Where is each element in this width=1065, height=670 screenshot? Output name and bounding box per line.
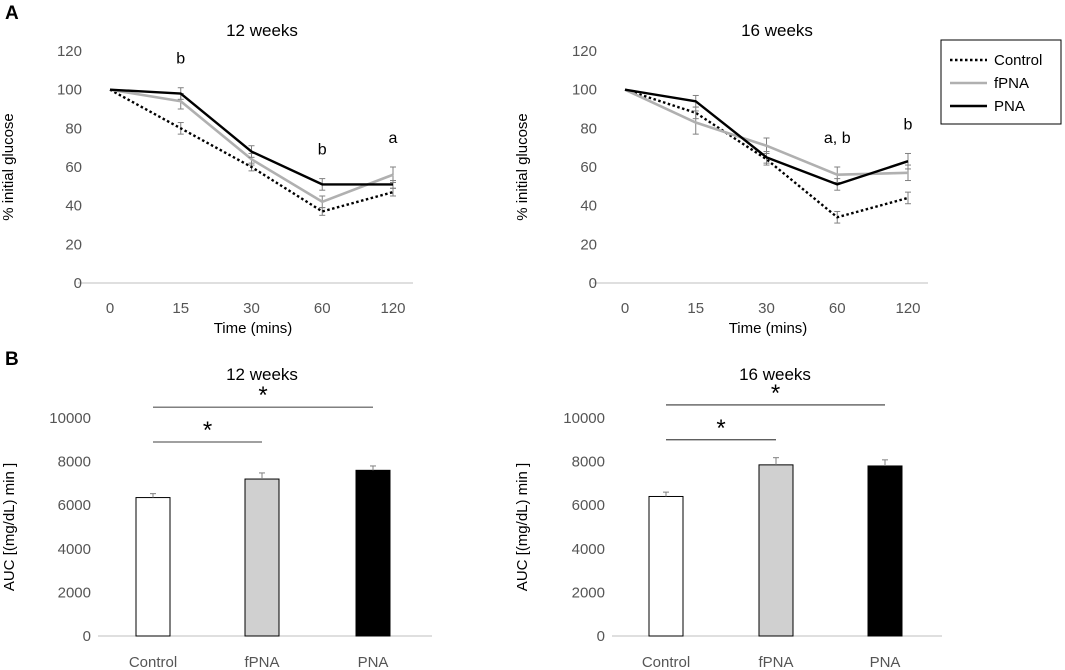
x-tick-label: 120 xyxy=(380,300,405,317)
error-bar xyxy=(663,491,669,497)
y-axis-title: AUC [(mg/dL) min ] xyxy=(1,463,18,591)
x-tick-label: 15 xyxy=(687,300,704,317)
y-tick-label: 100 xyxy=(572,82,597,99)
x-tick-label: 60 xyxy=(829,300,846,317)
error-bar xyxy=(882,459,888,466)
x-tick-label: 30 xyxy=(243,300,260,317)
bar-control xyxy=(648,495,684,637)
x-axis-title: Time (mins) xyxy=(214,320,293,337)
bar-chart-12-weeks: 12 weeks 0 2000 4000 6000 8000 10000 AUC [(mg/d… xyxy=(1,365,432,670)
series-line-pna xyxy=(624,88,909,186)
chart-title: 16 weeks xyxy=(739,365,811,384)
y-tick-label: 6000 xyxy=(572,497,605,514)
significance-label: b xyxy=(176,51,185,68)
legend-label-fpna: fPNA xyxy=(994,75,1029,92)
line-chart-16-weeks: 16 weeks 0 20 40 60 80 100 120 0 15 30 60 120 Time (m… xyxy=(514,21,928,337)
y-tick-label: 4000 xyxy=(58,541,91,558)
x-tick-label: PNA xyxy=(870,654,901,670)
y-tick-label: 20 xyxy=(65,236,82,253)
series-line-control xyxy=(109,88,394,213)
significance-label: a, b xyxy=(824,130,851,147)
significance-star: * xyxy=(258,382,267,409)
x-tick-label: Control xyxy=(642,654,690,670)
y-tick-label: 60 xyxy=(65,159,82,176)
error-bar xyxy=(259,472,265,480)
line-chart-12-weeks: 12 weeks 0 20 40 60 80 100 120 0 15 30 60 120 Time (m… xyxy=(0,21,413,337)
x-tick-label: 30 xyxy=(758,300,775,317)
x-tick-label: 60 xyxy=(314,300,331,317)
y-tick-label: 10000 xyxy=(49,410,91,427)
y-tick-label: 20 xyxy=(580,236,597,253)
y-tick-label: 60 xyxy=(580,159,597,176)
y-axis-title: % initial glucose xyxy=(0,113,17,221)
chart-title: 12 weeks xyxy=(226,21,298,40)
significance-label: b xyxy=(904,116,913,133)
x-tick-label: 15 xyxy=(172,300,189,317)
y-axis-title: AUC [(mg/dL) min ] xyxy=(514,463,531,591)
x-tick-label: fPNA xyxy=(244,654,279,670)
bar-fpna xyxy=(758,464,794,637)
bar-fpna xyxy=(244,478,280,637)
bar-chart-16-weeks: 16 weeks 0 2000 4000 6000 8000 10000 AUC [(mg/d… xyxy=(514,365,942,670)
y-tick-label: 0 xyxy=(597,628,605,645)
x-tick-label: fPNA xyxy=(758,654,793,670)
bar-pna xyxy=(867,465,903,637)
y-tick-label: 4000 xyxy=(572,541,605,558)
series-line-fpna xyxy=(624,88,909,177)
x-tick-label: PNA xyxy=(358,654,389,670)
x-axis-title: Time (mins) xyxy=(729,320,808,337)
y-tick-label: 8000 xyxy=(572,454,605,471)
y-tick-label: 0 xyxy=(74,275,82,292)
legend-label-control: Control xyxy=(994,52,1042,69)
significance-label: a xyxy=(389,130,398,147)
y-tick-label: 120 xyxy=(57,43,82,60)
y-tick-label: 8000 xyxy=(58,454,91,471)
significance-label: b xyxy=(318,142,327,159)
y-tick-label: 120 xyxy=(572,43,597,60)
error-bar xyxy=(150,493,156,498)
significance-star: * xyxy=(771,380,780,407)
error-bar xyxy=(905,191,911,205)
bar-control xyxy=(135,497,171,637)
y-tick-label: 0 xyxy=(83,628,91,645)
y-tick-label: 0 xyxy=(589,275,597,292)
chart-title: 12 weeks xyxy=(226,365,298,384)
chart-title: 16 weeks xyxy=(741,21,813,40)
panel-letter-a: A xyxy=(5,3,19,24)
x-tick-label: 120 xyxy=(895,300,920,317)
y-tick-label: 80 xyxy=(580,120,597,137)
error-bar xyxy=(370,465,376,471)
y-tick-label: 40 xyxy=(580,198,597,215)
bar-pna xyxy=(355,469,391,637)
y-tick-label: 2000 xyxy=(572,584,605,601)
y-tick-label: 100 xyxy=(57,82,82,99)
y-tick-label: 2000 xyxy=(58,584,91,601)
x-tick-label: 0 xyxy=(106,300,114,317)
error-bar xyxy=(773,457,779,465)
legend-label-pna: PNA xyxy=(994,98,1025,115)
x-tick-label: Control xyxy=(129,654,177,670)
y-tick-label: 40 xyxy=(65,198,82,215)
y-tick-label: 80 xyxy=(65,120,82,137)
x-tick-label: 0 xyxy=(621,300,629,317)
series-line-pna xyxy=(109,88,393,186)
y-axis-title: % initial glucose xyxy=(514,113,531,221)
y-tick-label: 6000 xyxy=(58,497,91,514)
y-tick-label: 10000 xyxy=(563,410,605,427)
series-line-fpna xyxy=(109,88,394,204)
panel-letter-b: B xyxy=(5,349,19,370)
legend: Control fPNA PNA xyxy=(940,39,1062,125)
significance-star: * xyxy=(716,415,725,442)
significance-star: * xyxy=(203,417,212,444)
